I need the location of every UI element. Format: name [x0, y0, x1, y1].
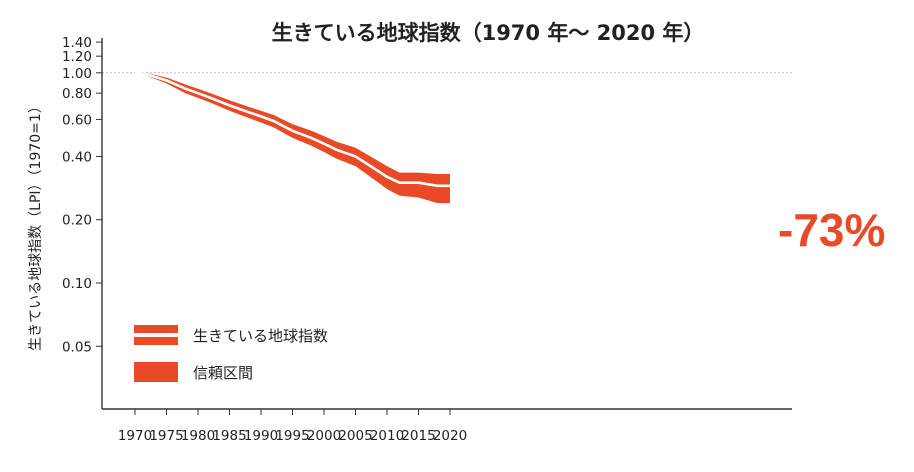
y-tick-label: 0.60 [62, 112, 92, 128]
x-tick-label: 1990 [244, 428, 278, 444]
legend-item-ci: 信頼区間 [134, 362, 253, 382]
x-tick-label: 2000 [307, 428, 341, 444]
y-axis-title: 生きている地球指数（LPI）（1970=1） [28, 99, 44, 351]
x-tick-label: 2005 [338, 428, 372, 444]
chart-title: 生きている地球指数（1970 年～ 2020 年） [272, 21, 705, 45]
change-annotation: -73% [778, 204, 885, 256]
y-tick-label: 0.40 [62, 149, 92, 165]
x-tick-label: 1980 [181, 428, 215, 444]
y-axis-label: 生きている地球指数（LPI）（1970=1） [28, 99, 44, 351]
x-tick-label: 1970 [118, 428, 152, 444]
y-tick-label: 0.10 [62, 276, 92, 292]
x-tick-label: 2015 [401, 428, 435, 444]
x-tick-label: 2010 [370, 428, 404, 444]
x-tick-label: 1985 [212, 428, 246, 444]
y-axis: 1.401.201.00 0.80 0.60 0.40 0.20 0.10 0.05 [62, 35, 102, 355]
x-axis: 1970197519801985199019952000200520102015… [118, 409, 467, 444]
legend-label-ci: 信頼区間 [193, 364, 253, 382]
y-tick-label: 0.80 [62, 86, 92, 102]
x-tick-label: 1995 [275, 428, 309, 444]
y-tick-label: 0.05 [62, 339, 92, 355]
y-tick-label: 1.20 [62, 49, 92, 65]
legend-item-index: 生きている地球指数 [134, 325, 328, 345]
y-tick-label: 0.20 [62, 213, 92, 229]
x-tick-label: 1975 [149, 428, 183, 444]
legend: 生きている地球指数 信頼区間 [134, 325, 328, 382]
confidence-interval-band [135, 72, 450, 204]
legend-band-swatch [134, 362, 178, 382]
legend-label-index: 生きている地球指数 [193, 327, 328, 345]
legend-line-swatch-top [134, 325, 178, 333]
legend-line-swatch-bottom [134, 337, 178, 345]
y-tick-label: 1.00 [62, 66, 92, 82]
index-line [134, 71, 450, 188]
y-tick-label: 1.40 [62, 35, 92, 51]
x-tick-label: 2020 [433, 428, 467, 444]
